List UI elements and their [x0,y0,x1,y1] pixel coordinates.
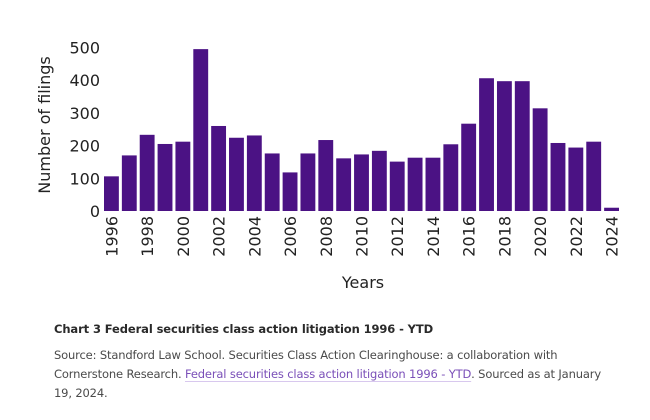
bar-2000 [175,141,191,211]
bar-2019 [514,81,530,212]
y-tick-label: 200 [69,137,100,156]
bar-2011 [371,150,387,211]
bar-2001 [193,49,209,211]
x-tick-label: 2006 [281,216,300,257]
x-tick-label: 1996 [102,216,121,257]
x-tick-label: 2014 [424,216,443,257]
source-prefix: Source: Standford Law School. Securities… [54,348,558,381]
bar-1997 [121,155,137,211]
x-tick-label: 1998 [138,216,157,257]
x-tick-label: 2008 [317,216,336,257]
bar-2008 [318,140,334,211]
y-axis-title: Number of filings [35,56,54,193]
x-tick-label: 2018 [495,216,514,257]
source-link[interactable]: Federal securities class action litigati… [185,367,472,381]
x-tick-label: 2022 [567,216,586,257]
source-note: Source: Standford Law School. Securities… [54,346,614,403]
y-tick-label: 300 [69,104,100,123]
y-tick-label: 100 [69,169,100,188]
source-suffix: . Sourced as at January 19, 2024. [54,367,601,400]
bar-2023 [586,141,602,211]
x-tick-label: 2016 [460,216,479,257]
bar-2020 [532,108,548,211]
bar-2016 [461,123,477,211]
bar-2010 [354,154,369,211]
y-tick-label: 500 [69,39,100,58]
y-tick-label: 400 [69,71,100,90]
y-tick-label: 0 [90,202,100,221]
chart-caption: Chart 3 Federal securities class action … [54,322,614,403]
x-axis-title: Years [341,273,384,292]
x-tick-label: 2024 [603,216,622,257]
chart-title: Chart 3 Federal securities class action … [54,322,434,336]
bar-2012 [389,161,405,211]
bar-2021 [550,142,566,211]
bar-2015 [443,144,459,211]
bar-2007 [300,153,316,211]
bar-2002 [211,125,227,211]
x-tick-label: 2020 [531,216,550,257]
bar-2006 [282,172,298,211]
x-axis-ticks: 1996 1998 2000 2002 2004 2006 2008 2010 2012 2014… [102,216,621,257]
bar-2014 [425,157,441,211]
bar-2013 [407,157,423,211]
bar-2003 [229,137,244,211]
x-tick-label: 2012 [388,216,407,257]
bar-2018 [496,81,512,212]
x-tick-label: 2004 [245,216,264,257]
bar-2024 [604,207,619,211]
bar-1998 [139,134,155,211]
bar-2022 [568,147,584,211]
bar-2005 [264,153,280,211]
x-tick-label: 2002 [210,216,229,257]
x-tick-label: 2010 [353,216,372,257]
bar-chart: 0 100 200 300 400 500 1996 1998 2000 2002 2004 200… [35,39,622,293]
x-tick-label: 2000 [174,216,193,257]
bar-2004 [246,135,262,211]
y-axis-ticks: 0 100 200 300 400 500 [69,39,100,222]
bar-2017 [479,78,494,212]
bar-2009 [336,158,352,211]
bar-1999 [157,143,173,211]
bars [104,49,619,212]
bar-1996 [104,176,119,211]
